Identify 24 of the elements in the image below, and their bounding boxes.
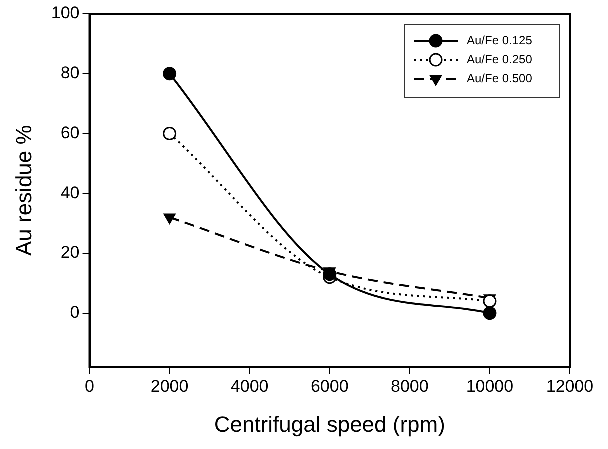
x-tick-label: 10000 [466, 377, 514, 396]
x-tick-label: 12000 [546, 377, 594, 396]
x-axis-title: Centrifugal speed (rpm) [214, 412, 446, 437]
point [323, 268, 337, 282]
y-tick-label: 60 [60, 123, 80, 142]
y-tick-label: 40 [60, 183, 80, 202]
legend-label: Au/Fe 0.250 [467, 52, 533, 66]
x-tick-label: 2000 [150, 377, 189, 396]
point [163, 126, 177, 140]
point [163, 67, 177, 81]
point [483, 294, 497, 308]
x-tick-label: 8000 [391, 377, 429, 396]
point [483, 306, 497, 320]
y-tick-label: 100 [51, 4, 80, 23]
x-tick-label: 4000 [230, 377, 269, 396]
legend-label: Au/Fe 0.500 [467, 71, 533, 86]
legend-label: Au/Fe 0.125 [467, 33, 533, 48]
y-tick-label: 80 [60, 64, 80, 83]
y-axis-title: Au residue % [11, 125, 36, 256]
x-tick-label: 6000 [310, 377, 349, 396]
x-tick-label: 0 [85, 377, 94, 396]
point [164, 214, 176, 224]
y-tick-label: 0 [70, 303, 80, 322]
y-tick-label: 20 [60, 243, 80, 262]
